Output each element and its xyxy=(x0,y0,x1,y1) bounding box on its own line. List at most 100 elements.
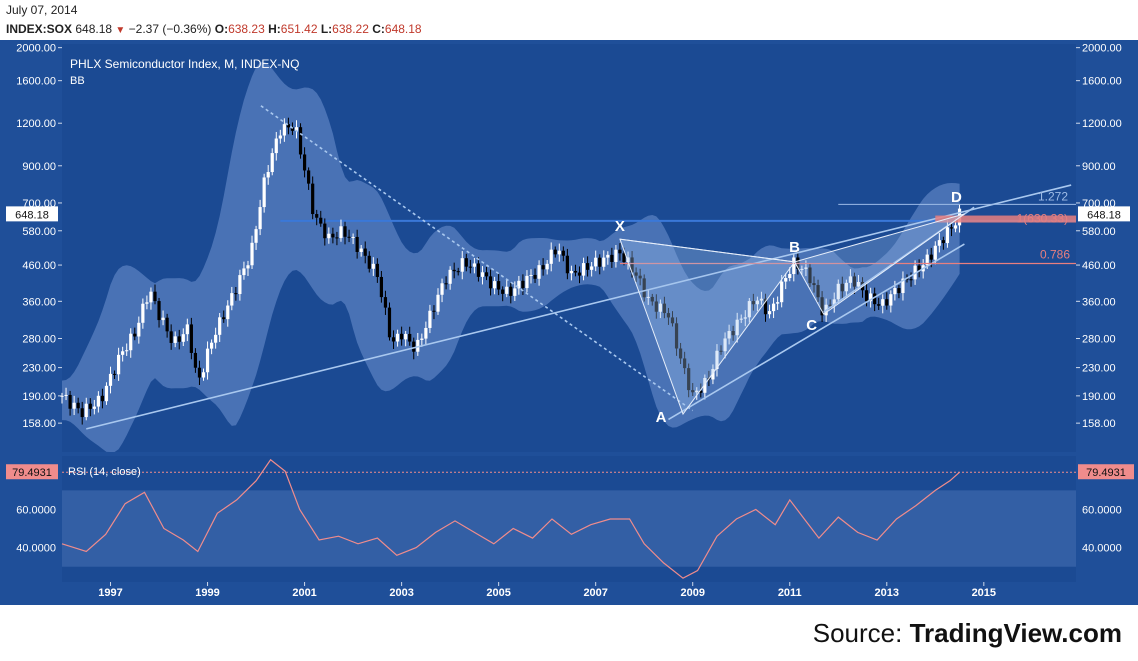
candle-body xyxy=(763,298,768,315)
y-tick-label-right: 190.00 xyxy=(1082,391,1116,403)
y-tick-label-left: 190.00 xyxy=(22,391,56,403)
candle-body xyxy=(444,283,448,285)
y-tick-label-right: 280.00 xyxy=(1082,333,1116,345)
source-prefix: Source: xyxy=(812,618,903,648)
candle-body xyxy=(185,324,189,335)
candle-body xyxy=(646,296,650,298)
candle-body xyxy=(658,303,662,312)
candle-body xyxy=(311,183,315,215)
candle-body xyxy=(367,255,371,269)
candle-body xyxy=(840,283,844,292)
candle-body xyxy=(743,317,747,319)
y-tick-label-right: 158.00 xyxy=(1082,418,1116,430)
candle-body xyxy=(278,135,282,139)
candle-body xyxy=(945,227,950,244)
candle-body xyxy=(153,291,157,302)
high-label: H: xyxy=(268,22,281,36)
candle-body xyxy=(549,249,553,264)
candle-body xyxy=(885,299,889,306)
candle-body xyxy=(294,127,299,131)
candle-body xyxy=(727,330,731,339)
x-tick-label: 2001 xyxy=(292,587,316,599)
candle-body xyxy=(177,336,181,342)
candle-body xyxy=(917,265,921,272)
candle-body xyxy=(214,334,218,343)
candle-body xyxy=(521,280,525,289)
candle-body xyxy=(379,276,384,298)
candle-body xyxy=(104,385,109,402)
y-tick-label-right: 580.00 xyxy=(1082,226,1116,238)
x-tick-label: 2015 xyxy=(972,587,996,599)
candle-body xyxy=(72,402,76,409)
candle-body xyxy=(844,282,848,292)
candle-body xyxy=(565,255,569,274)
candle-body xyxy=(339,226,343,239)
down-arrow-icon: ▼ xyxy=(115,25,126,36)
candle-body xyxy=(76,402,80,409)
symbol-label[interactable]: INDEX:SOX xyxy=(6,22,73,36)
candle-body xyxy=(784,278,788,282)
y-tick-label-right: 460.00 xyxy=(1082,260,1116,272)
candle-body xyxy=(290,127,295,131)
candle-body xyxy=(157,301,161,321)
candle-body xyxy=(873,293,877,305)
candle-body xyxy=(371,263,375,269)
candle-body xyxy=(440,283,444,295)
candle-body xyxy=(662,303,667,314)
harmonic-point-c: C xyxy=(806,317,817,334)
candle-body xyxy=(856,282,861,287)
y-tick-label-right: 1200.00 xyxy=(1082,118,1122,130)
candle-body xyxy=(222,317,226,320)
candle-body xyxy=(804,267,808,269)
candle-body xyxy=(416,339,420,352)
harmonic-point-x: X xyxy=(615,218,625,235)
candle-body xyxy=(755,300,760,305)
candle-body xyxy=(387,307,392,338)
candle-body xyxy=(569,270,574,274)
candle-body xyxy=(897,288,901,294)
candle-body xyxy=(877,304,881,306)
y-tick-label-right: 230.00 xyxy=(1082,363,1116,375)
candle-body xyxy=(715,350,719,369)
candle-body xyxy=(149,291,153,303)
candle-body xyxy=(117,354,121,375)
candle-body xyxy=(581,263,586,276)
close-value: 648.18 xyxy=(384,22,422,36)
candle-body xyxy=(670,317,675,324)
open-label: O: xyxy=(214,22,229,36)
candle-body xyxy=(852,276,857,287)
y-tick-label-left: 2000.00 xyxy=(16,43,56,55)
candle-body xyxy=(654,301,658,312)
candle-body xyxy=(226,305,230,320)
candle-body xyxy=(585,263,590,270)
candle-body xyxy=(792,257,796,275)
candle-body xyxy=(246,265,250,269)
y-tick-label-left: 280.00 xyxy=(22,333,56,345)
candle-body xyxy=(573,270,578,273)
candle-body xyxy=(800,268,804,270)
candle-body xyxy=(767,311,772,315)
candle-body xyxy=(941,240,945,244)
candle-body xyxy=(197,367,202,378)
x-tick-label: 1999 xyxy=(195,587,219,599)
candle-body xyxy=(234,293,238,295)
candle-body xyxy=(484,272,489,277)
candle-body xyxy=(456,271,460,273)
price-chart[interactable]: 0.786 1.272 1(630.33) X A B C D 2000.00 2000.00 1… xyxy=(0,40,1138,605)
candle-body xyxy=(889,294,893,306)
candle-body xyxy=(541,265,545,270)
candle-body xyxy=(828,304,832,306)
y-tick-label-right: 360.00 xyxy=(1082,296,1116,308)
candle-body xyxy=(517,280,521,289)
candle-body xyxy=(282,124,286,136)
source-brand: TradingView.com xyxy=(909,618,1122,648)
candle-body xyxy=(695,390,699,393)
candle-body xyxy=(359,248,363,252)
candle-body xyxy=(618,249,622,254)
candle-body xyxy=(953,225,958,229)
candle-body xyxy=(929,254,933,260)
candle-body xyxy=(412,341,416,352)
ohlc-legend: INDEX:SOX 648.18 ▼ −2.37 (−0.36%) O:638.… xyxy=(6,22,422,36)
rsi-series xyxy=(61,458,1076,579)
candle-body xyxy=(355,236,359,252)
